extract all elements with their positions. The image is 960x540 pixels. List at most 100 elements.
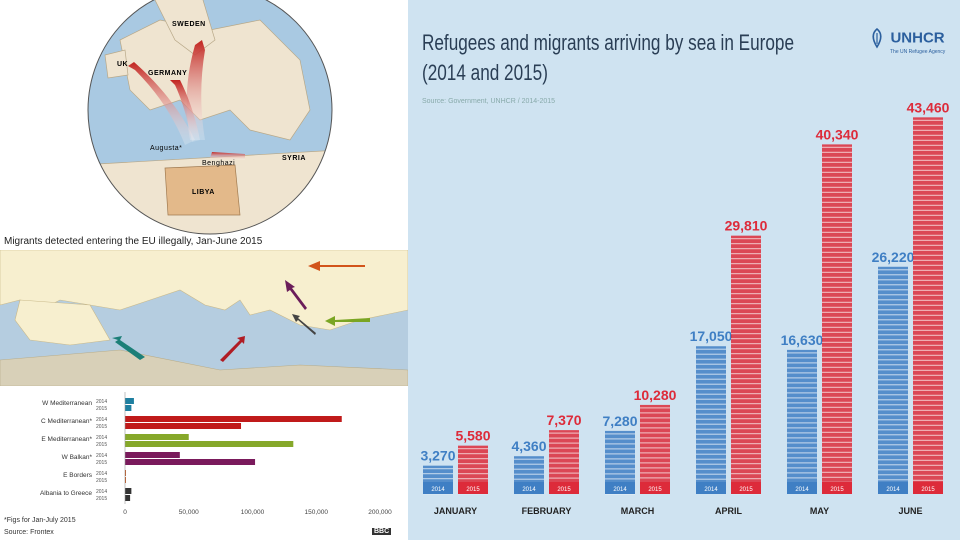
arrow-to-germany (170, 80, 200, 142)
bar-value-label: 10,280 (634, 387, 677, 403)
hbar-year-label: 2015 (96, 460, 107, 466)
hbar-year-label: 2014 (96, 453, 107, 459)
arrow-west-med (112, 336, 145, 360)
unhcr-emblem-icon (872, 27, 882, 49)
chart-title-line2: (2014 and 2015) (422, 60, 548, 85)
unhcr-logo-text: UNHCR (890, 29, 945, 47)
hbar-bar (125, 470, 126, 476)
bar-year-box (640, 482, 670, 494)
hbar-year-label: 2015 (96, 424, 107, 430)
arrow-central-med (220, 336, 245, 362)
frontex-map-caption: Migrants detected entering the EU illega… (4, 236, 263, 247)
hbar-x-tick: 200,000 (368, 509, 392, 516)
bar-year-box (458, 482, 488, 494)
hbar-bar (125, 434, 189, 440)
hbar-year-label: 2015 (96, 406, 107, 412)
hbar-category-label: E Borders (63, 472, 93, 479)
arrow-east-borders (308, 261, 365, 271)
bar-year-label: 2015 (830, 487, 844, 493)
hbar-bar (125, 459, 256, 465)
bar-fill (696, 346, 726, 494)
month-label: APRIL (715, 506, 743, 516)
hbar-bar (125, 398, 134, 404)
arrow-to-uk (128, 62, 195, 145)
bar-2015-april: 2015 (731, 235, 761, 495)
hbar-bar (125, 488, 132, 494)
arrow-albania-greece (292, 314, 316, 335)
bar-year-label: 2015 (739, 487, 753, 493)
month-label: MAY (810, 506, 829, 516)
bar-2015-february: 2015 (549, 430, 579, 494)
bar-year-label: 2014 (704, 487, 718, 493)
bar-year-box (822, 482, 852, 494)
month-label: JANUARY (434, 506, 477, 516)
libya-highlight (164, 164, 241, 216)
map-label-libya: LIBYA (192, 189, 215, 196)
map-label-uk: UK (117, 61, 128, 68)
frontex-routes-map (0, 250, 408, 386)
arrow-west-balkan (285, 280, 307, 310)
bar-year-box (605, 482, 635, 494)
bar-value-label: 16,630 (781, 332, 824, 348)
bar-fill (787, 349, 817, 494)
bar-year-box (878, 482, 908, 494)
map-label-augusta: Augusta* (150, 145, 182, 152)
unhcr-logo: UNHCR The UN Refugee Agency (868, 27, 945, 55)
bar-2014-january: 2014 (423, 465, 453, 495)
bar-value-label: 29,810 (725, 218, 768, 234)
hbar-bar (125, 423, 242, 429)
hbar-category-label: W Balkan* (62, 454, 93, 461)
bar-value-label: 7,370 (546, 412, 581, 428)
bar-year-box (696, 482, 726, 494)
bar-2015-march: 2015 (640, 404, 670, 494)
map-label-germany: GERMANY (148, 70, 187, 77)
hbar-category-label: Albania to Greece (40, 490, 92, 497)
bar-2014-april: 2014 (696, 346, 726, 494)
month-label: MARCH (621, 506, 655, 516)
map-label-sweden: SWEDEN (172, 21, 206, 28)
uk-land (104, 49, 129, 79)
bar-value-label: 40,340 (816, 126, 859, 142)
chart-title-line1: Refugees and migrants arriving by sea in… (422, 30, 795, 55)
hbar-bar (125, 477, 126, 483)
arrow-from-syria (210, 152, 245, 160)
hbar-category-label: W Mediterranean (42, 400, 92, 407)
scandinavia-land (149, 0, 216, 56)
bar-year-label: 2015 (557, 487, 571, 493)
hbar-x-tick: 0 (123, 509, 127, 516)
bar-year-label: 2015 (921, 487, 935, 493)
europe-migration-map: SWEDEN UK GERMANY Augusta* Benghazi SYRI… (87, 0, 333, 235)
bar-year-box (514, 482, 544, 494)
chart-source: Source: Government, UNHCR / 2014-2015 (422, 98, 556, 105)
hbar-year-label: 2015 (96, 496, 107, 502)
arrow-east-med (325, 316, 370, 326)
bar-2014-june: 2014 (878, 266, 908, 494)
bar-year-box (731, 482, 761, 494)
hbar-source: Source: Frontex (4, 529, 54, 536)
hbar-year-label: 2015 (96, 478, 107, 484)
bar-year-label: 2015 (466, 487, 480, 493)
bbc-logo: BBC (372, 528, 392, 535)
bar-2014-may: 2014 (787, 349, 817, 494)
bar-year-box (423, 482, 453, 494)
left-collage: SWEDEN UK GERMANY Augusta* Benghazi SYRI… (0, 0, 408, 540)
bar-year-label: 2014 (522, 487, 536, 493)
bar-2014-february: 2014 (514, 456, 544, 494)
bar-year-box (549, 482, 579, 494)
hbar-x-tick: 150,000 (305, 509, 329, 516)
hbar-year-label: 2014 (96, 471, 107, 477)
bar-year-label: 2014 (431, 487, 445, 493)
hbar-category-label: E Mediterranean* (41, 436, 92, 443)
hbar-year-label: 2014 (96, 399, 107, 405)
map-label-benghazi: Benghazi (202, 160, 235, 167)
hbar-year-label: 2014 (96, 417, 107, 423)
bar-value-label: 5,580 (455, 428, 490, 444)
europe-land (119, 19, 311, 141)
bar-2015-january: 2015 (458, 445, 488, 495)
hbar-bar (125, 416, 342, 422)
hbar-year-label: 2014 (96, 489, 107, 495)
bar-value-label: 17,050 (690, 328, 733, 344)
bar-value-label: 7,280 (602, 413, 637, 429)
bar-fill (731, 235, 761, 494)
